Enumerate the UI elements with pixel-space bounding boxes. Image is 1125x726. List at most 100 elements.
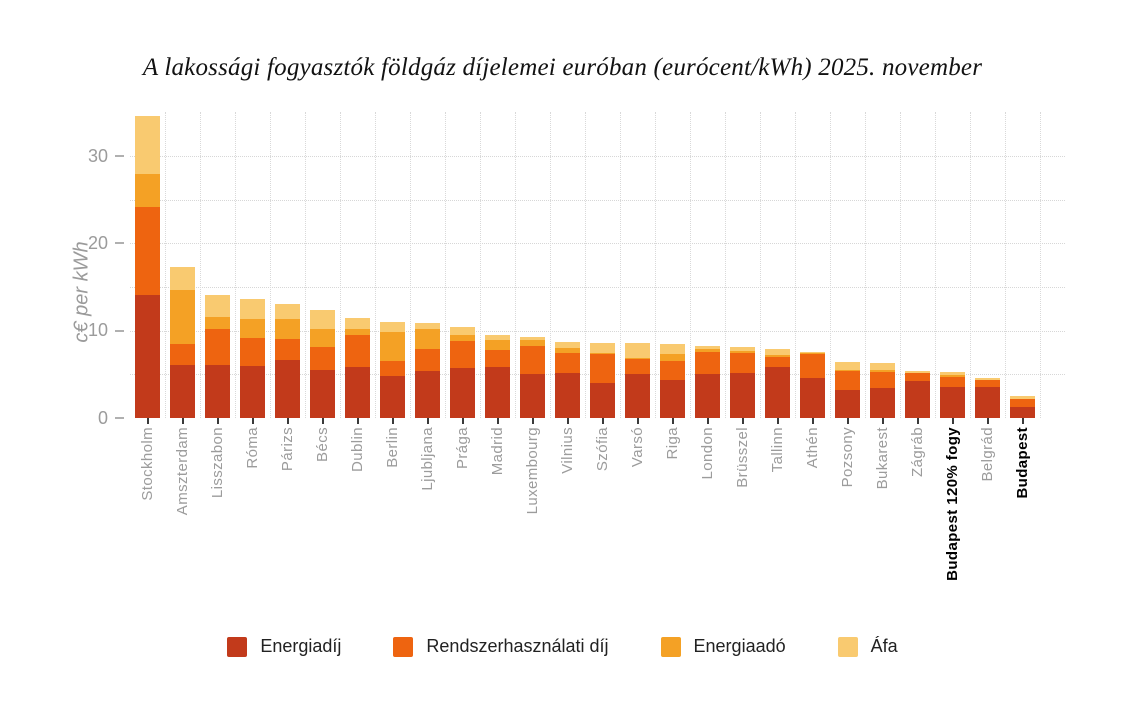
- bar-segment--fa: [240, 299, 265, 320]
- bar-berlin: [380, 322, 405, 418]
- x-label-slot: London: [690, 427, 725, 623]
- x-tick-label: Berlin: [384, 427, 401, 468]
- bar-segment-rendszerhaszn-lati-d-j: [905, 373, 930, 382]
- x-label-slot: Amszterdam: [165, 427, 200, 623]
- x-tick-label: Stockholm: [139, 427, 156, 501]
- bar-segment-rendszerhaszn-lati-d-j: [730, 352, 755, 373]
- bar-dublin: [345, 317, 370, 418]
- x-label-slot: Tallinn: [760, 427, 795, 623]
- bar-segment--fa: [415, 322, 440, 329]
- bar-segment-energiad-j: [170, 364, 195, 418]
- legend-label: Energiaadó: [693, 636, 786, 656]
- bar-segment-rendszerhaszn-lati-d-j: [415, 349, 440, 371]
- x-tick-label: Prága: [454, 427, 471, 470]
- bar-segment--fa: [205, 294, 230, 317]
- bar-segment-energiaad-: [345, 329, 370, 336]
- bar-sz-fia: [590, 342, 615, 418]
- bar-segment-rendszerhaszn-lati-d-j: [590, 354, 615, 384]
- bar-segment--fa: [485, 335, 510, 341]
- bar-budapest: [1010, 395, 1035, 418]
- bar-segment--fa: [135, 115, 160, 175]
- x-tick-label: Luxembourg: [524, 427, 541, 515]
- bar-segment-energiaad-: [450, 335, 475, 342]
- y-tick-label: 0: [58, 408, 124, 428]
- x-axis-ticks: [130, 418, 1040, 426]
- legend-item-rendszerhaszn-lati-d-j: Rendszerhasználati díj: [393, 636, 609, 657]
- x-tick-label: Riga: [664, 427, 681, 460]
- x-tick-label: Athén: [804, 427, 821, 469]
- bar-amszterdam: [170, 266, 195, 418]
- bar-segment-rendszerhaszn-lati-d-j: [870, 371, 895, 389]
- legend-swatch: [837, 636, 858, 657]
- legend-item--fa: Áfa: [837, 636, 898, 657]
- bar-segment-energiaad-: [625, 357, 650, 359]
- bar-segment-energiad-j: [765, 366, 790, 418]
- x-tick: [251, 418, 254, 424]
- bar-segment--fa: [520, 336, 545, 341]
- x-tick-label: Szófia: [594, 427, 611, 472]
- bar-segment-energiad-j: [975, 386, 1000, 418]
- x-tick: [986, 418, 989, 424]
- bar-segment-energiaad-: [275, 319, 300, 339]
- x-tick: [496, 418, 499, 424]
- x-tick-label: Zágráb: [909, 427, 926, 477]
- bar-segment-rendszerhaszn-lati-d-j: [940, 377, 965, 387]
- bar-segment-energiaad-: [870, 370, 895, 372]
- y-tick-mark: [115, 417, 124, 419]
- x-tick: [951, 418, 954, 424]
- x-label-slot: Bécs: [305, 427, 340, 623]
- v-gridline: [970, 112, 971, 418]
- bar-london: [695, 345, 720, 418]
- bar-pr-ga: [450, 327, 475, 418]
- bar-segment--fa: [590, 342, 615, 354]
- legend-label: Rendszerhasználati díj: [426, 636, 609, 656]
- v-gridline: [620, 112, 621, 418]
- legend-label: Energiadíj: [260, 636, 342, 656]
- bar-segment--fa: [730, 347, 755, 351]
- bar-segment-energiad-j: [870, 388, 895, 418]
- bar-segment-energiaad-: [940, 375, 965, 378]
- bar-segment-energiaad-: [765, 354, 790, 357]
- bar-r-ma: [240, 299, 265, 418]
- x-tick: [216, 418, 219, 424]
- bar-segment-rendszerhaszn-lati-d-j: [835, 370, 860, 391]
- v-gridline: [935, 112, 936, 418]
- bar-segment--fa: [695, 345, 720, 350]
- x-label-slot: Pozsony: [830, 427, 865, 623]
- v-gridline: [1005, 112, 1006, 418]
- bar-segment-energiaad-: [380, 331, 405, 362]
- bar-belgr-d: [975, 377, 1000, 418]
- bar-segment-energiaad-: [240, 319, 265, 338]
- h-gridline: [130, 199, 1065, 201]
- legend: Energiadíj Rendszerhasználati díj Energiaa…: [0, 636, 1125, 657]
- v-gridline: [200, 112, 201, 418]
- bar-pozsony: [835, 361, 860, 418]
- x-label-slot: Zágráb: [900, 427, 935, 623]
- x-tick: [531, 418, 534, 424]
- x-tick-label: Brüsszel: [734, 427, 751, 488]
- bar-segment--fa: [975, 377, 1000, 381]
- x-label-slot: Lisszabon: [200, 427, 235, 623]
- v-gridline: [1040, 112, 1041, 418]
- bar-segment-energiad-j: [310, 370, 335, 418]
- x-label-slot: Róma: [235, 427, 270, 623]
- x-tick-label: Madrid: [489, 427, 506, 476]
- v-gridline: [270, 112, 271, 418]
- bar-segment-energiad-j: [625, 374, 650, 418]
- v-gridline: [655, 112, 656, 418]
- v-gridline: [165, 112, 166, 418]
- bar-segment-rendszerhaszn-lati-d-j: [765, 356, 790, 367]
- x-tick-label: Amszterdam: [174, 427, 191, 516]
- bar-segment-rendszerhaszn-lati-d-j: [170, 343, 195, 365]
- x-tick: [811, 418, 814, 424]
- legend-item-energiaad-: Energiaadó: [660, 636, 786, 657]
- bar-segment-rendszerhaszn-lati-d-j: [1010, 399, 1035, 407]
- x-label-slot: Bukarest: [865, 427, 900, 623]
- v-gridline: [550, 112, 551, 418]
- bar-segment--fa: [835, 361, 860, 371]
- x-tick: [181, 418, 184, 424]
- bar-segment-energiad-j: [835, 390, 860, 418]
- bar-segment-energiad-j: [345, 366, 370, 418]
- x-tick: [426, 418, 429, 424]
